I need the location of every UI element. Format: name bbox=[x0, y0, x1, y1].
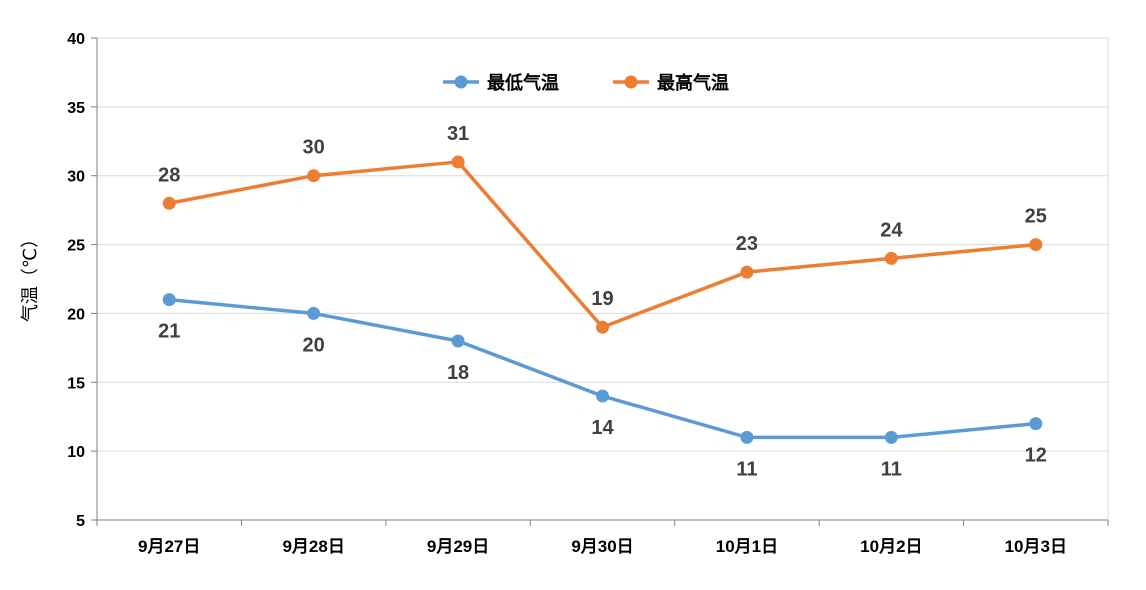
data-point bbox=[884, 251, 898, 265]
data-point bbox=[451, 155, 465, 169]
data-point bbox=[884, 430, 898, 444]
x-tick-label: 10月3日 bbox=[1005, 537, 1067, 556]
data-labels: 21 20 18 14 11 11 12 28 30 31 19 23 24 25 bbox=[158, 123, 1047, 480]
data-point bbox=[596, 389, 609, 403]
y-tick-label: 35 bbox=[67, 100, 85, 117]
data-point bbox=[307, 169, 321, 183]
legend-swatch-marker bbox=[624, 75, 638, 89]
data-label: 23 bbox=[736, 233, 758, 255]
y-tick-label: 20 bbox=[67, 306, 85, 323]
legend-label: 最高气温 bbox=[657, 72, 729, 93]
legend-label: 最低气温 bbox=[487, 72, 559, 93]
data-label: 20 bbox=[303, 334, 325, 356]
data-label: 30 bbox=[303, 137, 325, 159]
y-axis-title: 气温（℃） bbox=[20, 230, 40, 322]
x-tick-label: 10月1日 bbox=[716, 537, 778, 556]
y-tick-label: 40 bbox=[67, 31, 85, 48]
data-label: 12 bbox=[1025, 445, 1047, 467]
series bbox=[162, 155, 1043, 444]
data-label: 21 bbox=[158, 321, 180, 343]
x-tick-label: 9月28日 bbox=[282, 537, 344, 556]
data-label: 24 bbox=[880, 219, 903, 241]
data-label: 11 bbox=[736, 458, 757, 480]
y-tick-label: 10 bbox=[67, 444, 85, 461]
data-point bbox=[740, 265, 754, 279]
axes bbox=[91, 37, 1109, 526]
data-label: 11 bbox=[881, 458, 902, 480]
data-label: 18 bbox=[447, 362, 469, 384]
legend-swatch-marker bbox=[454, 75, 468, 89]
y-tick-label: 15 bbox=[67, 375, 85, 392]
y-tick-label: 25 bbox=[67, 238, 85, 255]
legend: 最低气温 最高气温 bbox=[443, 72, 729, 93]
x-tick-label: 10月2日 bbox=[860, 537, 922, 556]
y-tick-label: 5 bbox=[76, 513, 85, 530]
data-point bbox=[740, 430, 754, 444]
data-point bbox=[162, 196, 176, 210]
x-tick-label: 9月30日 bbox=[571, 537, 633, 556]
data-point bbox=[307, 306, 321, 320]
data-label: 28 bbox=[158, 164, 180, 186]
x-tick-labels: 9月27日 9月28日 9月29日 9月30日 10月1日 10月2日 10月3日 bbox=[138, 537, 1067, 556]
x-tick-label: 9月29日 bbox=[427, 537, 489, 556]
data-point bbox=[596, 320, 609, 334]
gridlines bbox=[97, 37, 1109, 520]
y-tick-labels: 5 10 15 20 25 30 35 40 bbox=[67, 31, 85, 530]
x-tick-label: 9月27日 bbox=[138, 537, 200, 556]
data-point bbox=[1029, 238, 1043, 252]
data-point bbox=[162, 293, 176, 307]
data-label: 19 bbox=[591, 288, 613, 310]
data-point bbox=[1029, 417, 1043, 431]
y-tick-label: 30 bbox=[67, 169, 85, 186]
data-label: 25 bbox=[1025, 206, 1047, 228]
data-point bbox=[451, 334, 465, 348]
data-label: 31 bbox=[447, 123, 469, 145]
data-label: 14 bbox=[591, 417, 614, 439]
